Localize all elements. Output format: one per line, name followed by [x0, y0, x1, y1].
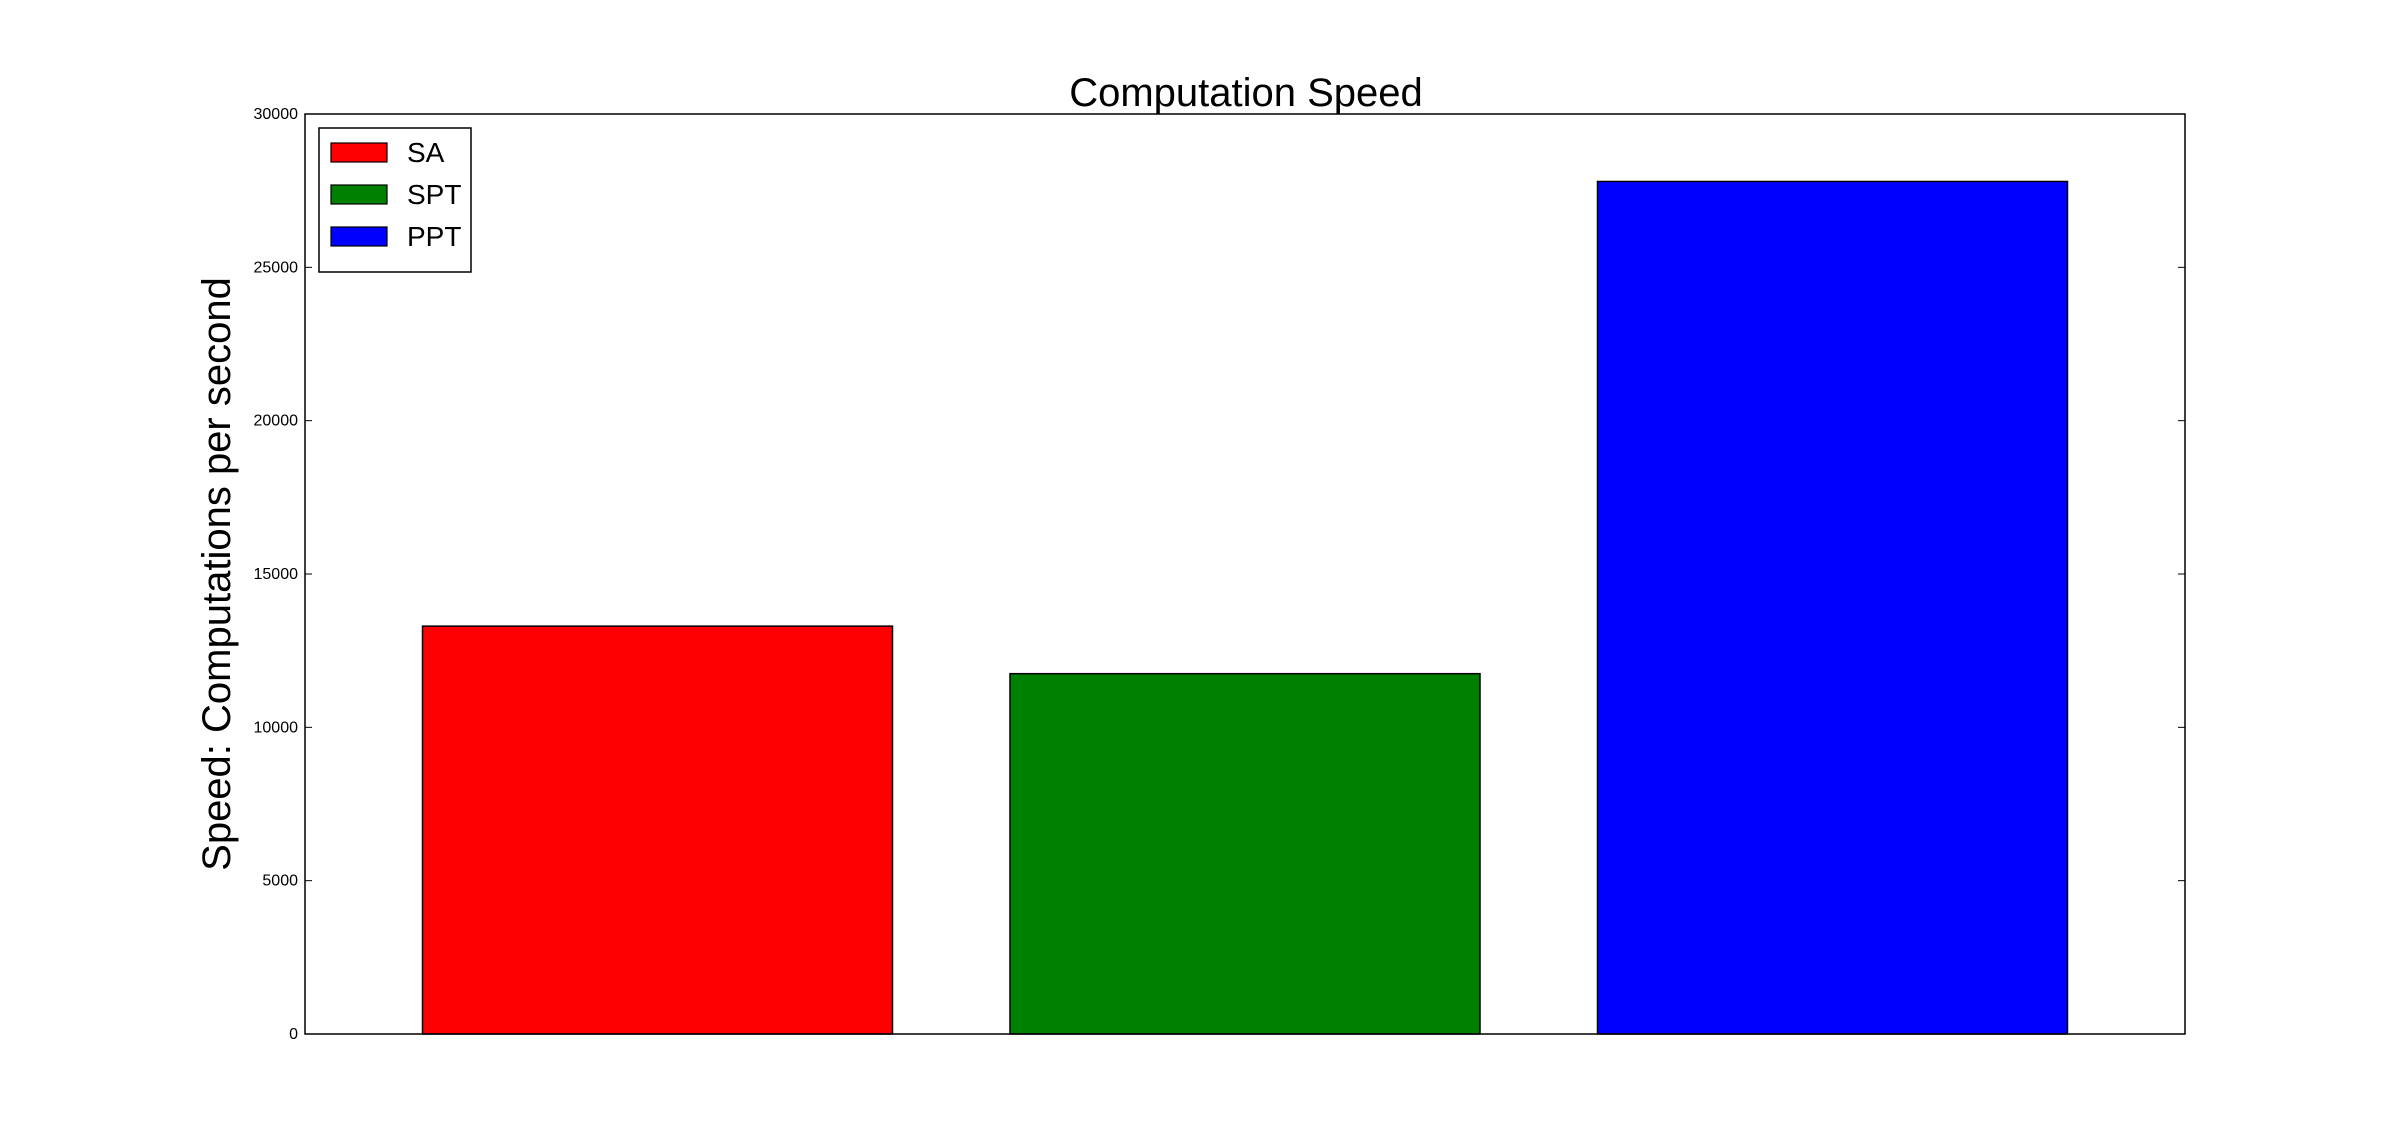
legend-label-ppt: PPT: [407, 221, 461, 252]
bar-sa: [421, 625, 894, 1035]
legend-swatch-sa: [330, 142, 388, 163]
y-tick-label: 0: [289, 1026, 298, 1043]
bars-layer: [421, 180, 2069, 1035]
legend-label-sa: SA: [407, 137, 445, 168]
y-tick-label: 25000: [254, 259, 299, 276]
legend: SA SPT PPT: [318, 127, 472, 273]
y-axis-ticks: 0 5000 10000 15000 20000 25000 30000: [254, 106, 2185, 1043]
legend-swatch-spt: [330, 184, 388, 205]
y-tick-label: 10000: [254, 719, 299, 736]
y-tick-label: 30000: [254, 106, 299, 123]
y-tick-label: 5000: [262, 873, 298, 890]
y-tick-label: 15000: [254, 566, 299, 583]
legend-swatch-ppt: [330, 226, 388, 247]
y-axis-label: Speed: Computations per second: [195, 277, 239, 871]
chart-title: Computation Speed: [1069, 71, 1423, 115]
bar-ppt: [1596, 180, 2069, 1035]
y-tick-label: 20000: [254, 413, 299, 430]
bar-spt: [1009, 672, 1481, 1035]
legend-label-spt: SPT: [407, 179, 461, 210]
